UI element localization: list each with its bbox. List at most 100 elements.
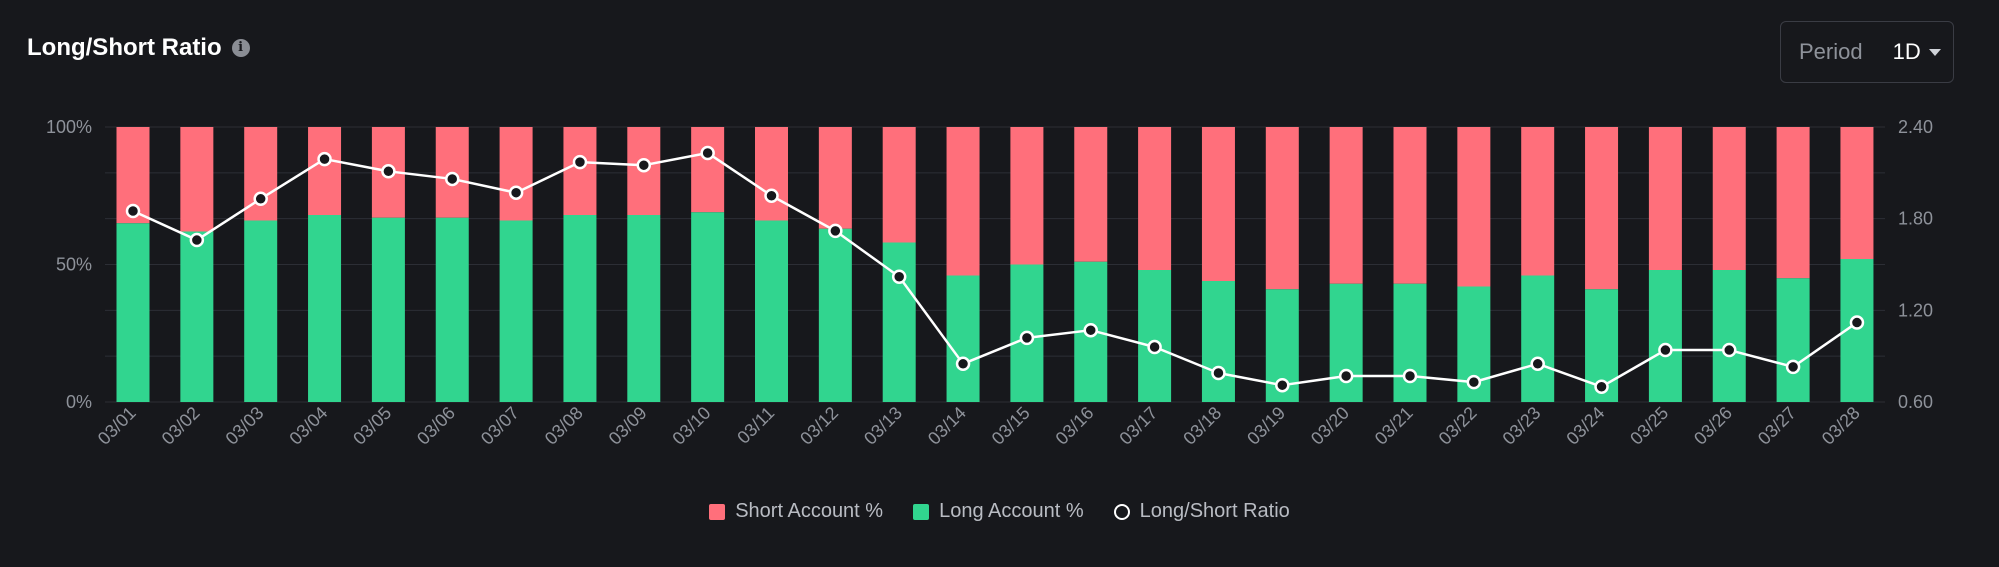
ratio-point bbox=[1019, 330, 1035, 346]
short-bar bbox=[1074, 127, 1108, 262]
ratio-point bbox=[891, 269, 907, 284]
legend-label-long: Long Account % bbox=[939, 500, 1084, 522]
x-tick-label: 03/15 bbox=[988, 403, 1034, 449]
long-bar bbox=[563, 215, 597, 402]
ratio-point bbox=[1211, 365, 1226, 381]
long-bar bbox=[882, 242, 916, 402]
x-tick-label: 03/06 bbox=[413, 403, 459, 449]
ratio-point bbox=[125, 203, 141, 219]
short-bar bbox=[180, 127, 214, 232]
long-bar bbox=[1521, 275, 1555, 402]
long-bar bbox=[1138, 270, 1172, 402]
ratio-point bbox=[508, 185, 524, 200]
x-tick-label: 03/13 bbox=[860, 403, 906, 449]
short-bar bbox=[818, 127, 852, 229]
ratio-point bbox=[381, 164, 396, 179]
x-tick-label: 03/28 bbox=[1818, 403, 1864, 449]
long-bar bbox=[1393, 283, 1427, 402]
ratio-point bbox=[1083, 322, 1098, 338]
caret-down-icon bbox=[1928, 48, 1941, 56]
ratio-point bbox=[1594, 379, 1609, 394]
short-bar bbox=[1585, 127, 1619, 290]
long-swatch bbox=[913, 503, 930, 520]
short-bar bbox=[1521, 127, 1555, 276]
short-bar bbox=[946, 127, 980, 276]
x-tick-label: 03/23 bbox=[1499, 403, 1545, 449]
ratio-point bbox=[764, 188, 779, 203]
legend-item-ratio[interactable]: Long/Short Ratio bbox=[1113, 500, 1290, 523]
ratio-point bbox=[1147, 339, 1162, 355]
info-icon[interactable]: i bbox=[231, 39, 250, 57]
period-dropdown[interactable]: Period 1D bbox=[1780, 21, 1954, 83]
ratio-point bbox=[572, 154, 588, 170]
short-bar bbox=[1457, 127, 1491, 287]
short-bar bbox=[1138, 127, 1172, 270]
legend-item-long[interactable]: Long Account % bbox=[913, 500, 1084, 523]
y-left-tick-label: 50% bbox=[56, 255, 92, 275]
period-label: Period bbox=[1799, 39, 1863, 64]
long-bar bbox=[244, 220, 278, 402]
ratio-point bbox=[1658, 342, 1673, 358]
x-tick-label: 03/03 bbox=[222, 403, 268, 449]
long-bar bbox=[691, 212, 725, 402]
long-bar bbox=[946, 275, 980, 402]
ratio-point bbox=[1849, 315, 1865, 330]
ratio-point bbox=[1338, 368, 1354, 384]
short-bar bbox=[1648, 127, 1682, 270]
y-right-tick-label: 0.60 bbox=[1898, 392, 1933, 412]
ratio-point bbox=[317, 151, 332, 167]
long-bar bbox=[180, 231, 214, 402]
ratio-point bbox=[1722, 342, 1737, 358]
long-bar bbox=[1648, 270, 1682, 402]
long-short-chart: 0% 50% 100% 0.60 1.20 1.80 2.40 03/01 03/02 03/03… bbox=[46, 117, 1933, 449]
x-tick-label: 03/22 bbox=[1435, 403, 1481, 449]
legend-item-short[interactable]: Short Account % bbox=[709, 500, 883, 523]
short-bar bbox=[1265, 127, 1299, 290]
short-swatch bbox=[709, 503, 726, 520]
x-tick-label: 03/21 bbox=[1371, 403, 1417, 449]
y-right-tick-label: 1.80 bbox=[1898, 209, 1933, 229]
short-bar bbox=[1201, 127, 1235, 281]
chart-title-group: Long/Short Ratio i bbox=[27, 34, 250, 62]
short-bar bbox=[1010, 127, 1044, 265]
x-tick-label: 03/11 bbox=[733, 403, 778, 448]
x-tick-label: 03/05 bbox=[349, 403, 395, 449]
ratio-point bbox=[1466, 374, 1482, 390]
y-right-tick-label: 1.20 bbox=[1898, 300, 1933, 320]
short-bar bbox=[755, 127, 788, 221]
legend: Short Account % Long Account % Long/Shor… bbox=[0, 500, 1999, 523]
x-tick-label: 03/25 bbox=[1626, 403, 1672, 449]
long-bar bbox=[1712, 270, 1746, 402]
x-tick-label: 03/16 bbox=[1052, 403, 1098, 449]
x-tick-label: 03/01 bbox=[94, 403, 140, 449]
short-bar bbox=[1712, 127, 1746, 270]
ratio-point bbox=[636, 157, 652, 173]
ratio-point bbox=[700, 145, 715, 161]
legend-label-ratio: Long/Short Ratio bbox=[1139, 500, 1290, 522]
x-tick-label: 03/02 bbox=[158, 403, 204, 449]
x-tick-label: 03/27 bbox=[1754, 403, 1800, 449]
x-tick-label: 03/19 bbox=[1243, 403, 1289, 449]
ratio-point bbox=[1530, 356, 1545, 372]
x-tick-label: 03/18 bbox=[1179, 403, 1225, 449]
x-tick-label: 03/26 bbox=[1690, 403, 1736, 449]
x-tick-label: 03/09 bbox=[605, 403, 651, 449]
long-bar bbox=[435, 217, 469, 402]
ratio-point bbox=[1785, 359, 1801, 375]
x-tick-label: 03/04 bbox=[285, 403, 331, 449]
short-bar bbox=[499, 127, 533, 221]
ratio-point bbox=[189, 232, 205, 248]
x-tick-label: 03/08 bbox=[541, 403, 587, 449]
long-bar bbox=[308, 215, 342, 402]
long-bar bbox=[1329, 283, 1363, 402]
short-bar bbox=[1776, 127, 1810, 279]
ratio-marker-icon bbox=[1113, 503, 1130, 520]
ratio-point bbox=[1402, 368, 1418, 384]
y-right-tick-label: 2.40 bbox=[1898, 117, 1933, 137]
short-bar bbox=[1840, 127, 1874, 259]
x-tick-label: 03/07 bbox=[477, 403, 523, 449]
legend-label-short: Short Account % bbox=[735, 500, 884, 522]
ratio-line bbox=[132, 151, 1858, 388]
ratio-point bbox=[1275, 377, 1290, 393]
ratio-point bbox=[955, 356, 971, 372]
